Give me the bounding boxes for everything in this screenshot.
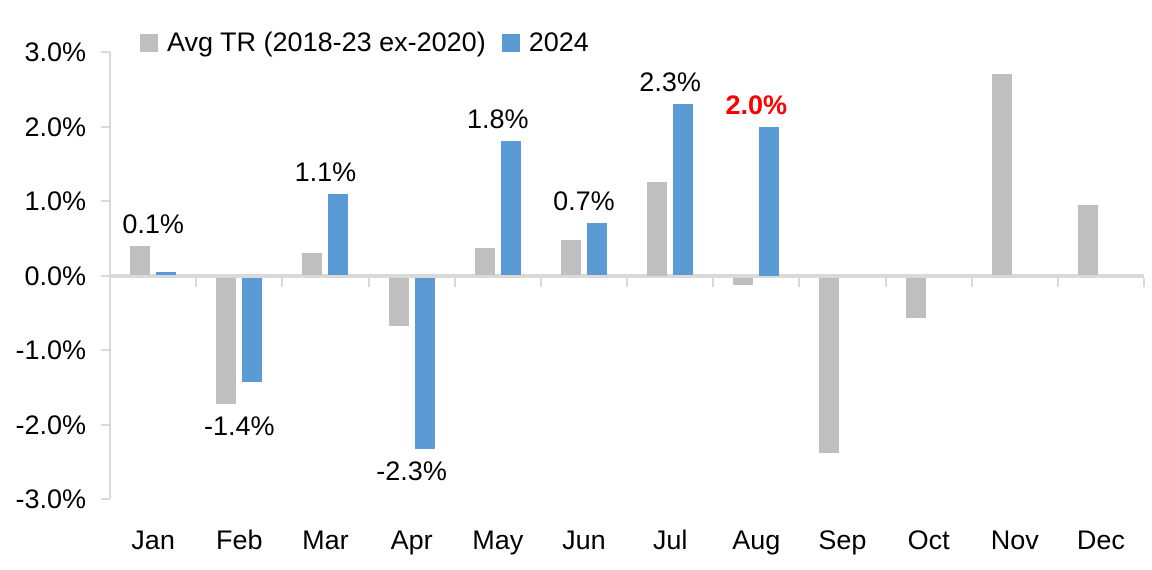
bar-apr-2024 — [414, 277, 435, 449]
x-axis-tick — [712, 277, 715, 287]
bar-mar-2024 — [328, 193, 349, 276]
data-label-mar: 1.1% — [294, 156, 357, 187]
legend-swatch-2024 — [501, 33, 520, 52]
data-label-jun: 0.7% — [553, 186, 615, 217]
y-axis-tick-label: 2.0% — [24, 111, 86, 142]
x-axis-label-feb: Feb — [215, 525, 263, 555]
x-axis-tick — [626, 277, 628, 287]
bar-oct-avg — [905, 277, 926, 319]
data-label-aug: 2.0% — [725, 89, 788, 120]
y-axis-tick — [101, 274, 110, 277]
data-label-may: 1.8% — [466, 104, 529, 135]
y-axis-tick — [101, 498, 110, 500]
x-axis-label-jul: Jul — [652, 525, 688, 555]
bar-nov-avg — [991, 74, 1012, 276]
chart-legend: Avg TR (2018-23 ex-2020) 2024 — [140, 27, 589, 58]
bar-may-2024 — [500, 141, 521, 276]
x-axis-tick — [1056, 277, 1059, 287]
bar-mar-avg — [302, 253, 323, 276]
bar-aug-2024 — [759, 126, 780, 276]
bar-may-avg — [474, 247, 495, 276]
bar-apr-avg — [388, 277, 409, 326]
bar-jul-avg — [647, 182, 668, 276]
x-axis-tick — [453, 277, 456, 287]
x-axis-label-apr: Apr — [390, 525, 433, 555]
x-axis-label-sep: Sep — [818, 525, 867, 555]
y-axis-tick-label: -3.0% — [15, 484, 86, 514]
bar-feb-2024 — [242, 277, 263, 382]
y-axis-tick — [101, 51, 110, 53]
bar-jun-2024 — [586, 223, 607, 276]
y-axis-tick — [101, 349, 110, 351]
x-axis-label-jan: Jan — [131, 525, 175, 555]
y-axis-tick-label: 1.0% — [24, 186, 86, 216]
bar-aug-avg — [733, 277, 754, 285]
x-axis-label-oct: Oct — [907, 525, 950, 555]
x-axis-label-mar: Mar — [302, 525, 349, 555]
x-axis-tick — [539, 277, 542, 287]
bar-feb-avg — [216, 277, 237, 405]
data-label-jan: 0.1% — [122, 208, 184, 239]
zero-axis-line — [110, 273, 1144, 278]
y-axis-tick-label: 0.0% — [24, 260, 86, 291]
data-label-feb: -1.4% — [203, 411, 275, 442]
legend-item-avg-tr: Avg TR (2018-23 ex-2020) — [140, 27, 486, 58]
bar-dec-avg — [1077, 204, 1098, 276]
x-axis-tick — [1143, 277, 1145, 287]
y-axis-tick — [101, 125, 110, 128]
x-axis-tick — [884, 277, 887, 287]
y-axis-tick — [101, 200, 110, 202]
y-axis-tick-label: -2.0% — [15, 409, 86, 440]
x-axis-tick — [367, 277, 370, 287]
bar-jul-2024 — [673, 104, 694, 276]
x-axis-label-dec: Dec — [1076, 525, 1125, 555]
x-axis-label-may: May — [472, 525, 524, 555]
data-label-apr: -2.3% — [376, 455, 447, 486]
plot-area: 0.1% -1.4% 1.1% -2.3% 1.8% 0.7% 2.3% 2.0% — [101, 51, 1145, 500]
bar-jan-avg — [130, 245, 151, 276]
x-axis-tick — [195, 277, 198, 287]
bar-jan-2024 — [156, 271, 177, 276]
x-axis-label-nov: Nov — [990, 525, 1039, 555]
bar-sep-avg — [819, 277, 840, 453]
y-axis-tick-label: 3.0% — [24, 37, 86, 67]
x-axis-label-jun: Jun — [562, 525, 606, 555]
y-axis-tick-label: -1.0% — [15, 335, 86, 365]
x-axis-label-aug: Aug — [732, 525, 781, 555]
x-axis-tick — [798, 277, 801, 287]
bar-jun-avg — [560, 240, 581, 276]
data-label-jul: 2.3% — [639, 67, 701, 98]
y-axis-tick — [101, 423, 110, 426]
legend-label-2024: 2024 — [528, 27, 589, 57]
x-axis-tick — [970, 277, 973, 287]
legend-item-2024: 2024 — [501, 27, 589, 58]
legend-label-avg-tr: Avg TR (2018-23 ex-2020) — [167, 27, 486, 57]
x-axis-tick — [281, 277, 284, 287]
legend-swatch-avg-tr — [140, 33, 158, 52]
